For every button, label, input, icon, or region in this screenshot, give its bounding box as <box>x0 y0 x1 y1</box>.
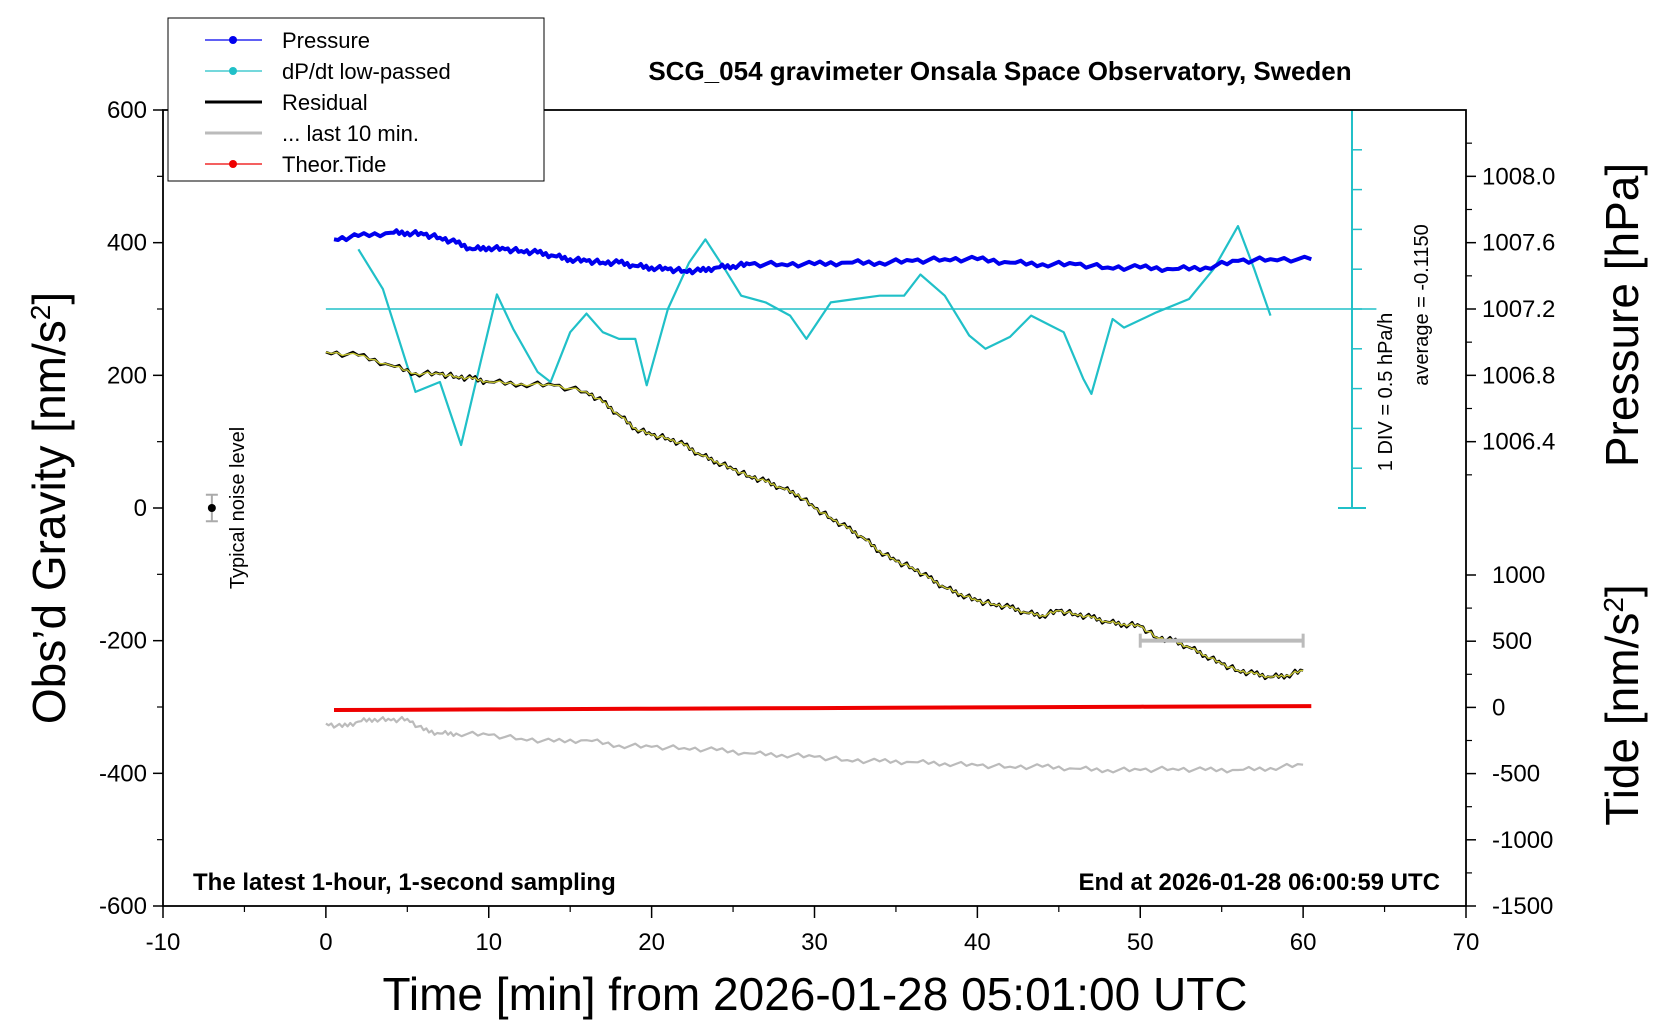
x-axis-label: Time [min] from 2026-01-28 05:01:00 UTC <box>383 968 1248 1020</box>
y-tick-label: 200 <box>107 362 147 389</box>
y-tick-label: 600 <box>107 97 147 124</box>
legend-swatch-marker <box>229 67 237 75</box>
y-tick-label: 400 <box>107 230 147 257</box>
legend-label: ... last 10 min. <box>282 121 419 146</box>
chart-title: SCG_054 gravimeter Onsala Space Observat… <box>648 56 1351 86</box>
legend: Pressure dP/dt low-passed Residual ... last… <box>167 17 545 182</box>
legend-box <box>167 17 545 182</box>
tide-tick-label: 500 <box>1492 628 1532 655</box>
pressure-axis-label: Pressure [hPa] <box>1596 163 1648 467</box>
x-tick-label: 20 <box>638 929 665 956</box>
dpdt-line <box>357 225 1272 447</box>
pressure-line <box>333 228 1312 276</box>
axes: -10 0 10 20 30 40 50 60 70 -600 -400 -200 0 200 400 600… <box>99 97 1555 956</box>
tide-tick-label: 0 <box>1492 694 1505 721</box>
bottom-left-note: The latest 1-hour, 1-second sampling <box>193 869 616 896</box>
residual-filtered-line <box>325 351 1304 679</box>
tide-axis-label-main: Tide [nm/s <box>1596 613 1648 826</box>
legend-label: Pressure <box>282 28 370 53</box>
plot-area <box>205 110 1377 774</box>
left-axis-label: Obs’d Gravity [nm/s2] <box>23 292 75 724</box>
legend-label: Residual <box>282 90 368 115</box>
legend-entry: Pressure <box>205 28 370 53</box>
x-tick-label: 10 <box>475 929 502 956</box>
legend-entry: dP/dt low-passed <box>205 59 451 84</box>
tide-tick-label: 1000 <box>1492 562 1545 589</box>
bottom-right-note: End at 2026-01-28 06:00:59 UTC <box>1079 869 1441 896</box>
legend-label: Theor.Tide <box>282 152 386 177</box>
legend-entry: Theor.Tide <box>205 152 386 177</box>
y-tick-label: -400 <box>99 760 147 787</box>
tide-line <box>333 704 1312 712</box>
y-tick-label: -200 <box>99 628 147 655</box>
x-tick-label: 40 <box>964 929 991 956</box>
left-axis-label-end: ] <box>23 292 75 305</box>
last-10-min-line <box>325 715 1304 774</box>
pressure-tick-label: 1008.0 <box>1482 163 1555 190</box>
x-tick-label: 70 <box>1453 929 1480 956</box>
y-tick-label: 0 <box>134 495 147 522</box>
tide-axis-label-sup: 2 <box>1598 597 1629 613</box>
dpdt-average-label: average = -0.1150 <box>1411 224 1433 385</box>
legend-swatch-marker <box>229 160 237 168</box>
noise-marker <box>207 504 216 512</box>
tide-tick-label: -1500 <box>1492 893 1553 920</box>
pressure-tick-label: 1006.4 <box>1482 429 1555 456</box>
legend-entry: Residual <box>205 90 368 115</box>
x-tick-label: 0 <box>319 929 332 956</box>
left-axis-label-sup: 2 <box>25 305 56 321</box>
pressure-tick-label: 1006.8 <box>1482 362 1555 389</box>
legend-label: dP/dt low-passed <box>282 59 451 84</box>
x-tick-label: 30 <box>801 929 828 956</box>
pressure-tick-label: 1007.2 <box>1482 296 1555 323</box>
x-tick-label: 60 <box>1290 929 1317 956</box>
pressure-tick-label: 1007.6 <box>1482 230 1555 257</box>
tide-axis-label-end: ] <box>1596 584 1648 597</box>
noise-level-label: Typical noise level <box>227 427 249 589</box>
x-tick-label: -10 <box>146 929 181 956</box>
y-tick-label: -600 <box>99 893 147 920</box>
legend-swatch-marker <box>229 36 237 44</box>
tide-tick-label: -1000 <box>1492 827 1553 854</box>
tide-tick-label: -500 <box>1492 761 1540 788</box>
legend-entry: ... last 10 min. <box>205 121 419 146</box>
x-tick-label: 50 <box>1127 929 1154 956</box>
dpdt-scale-label: 1 DIV = 0.5 hPa/h <box>1375 313 1397 471</box>
tide-axis-label: Tide [nm/s2] <box>1596 584 1648 825</box>
left-axis-label-main: Obs’d Gravity [nm/s <box>23 320 75 724</box>
